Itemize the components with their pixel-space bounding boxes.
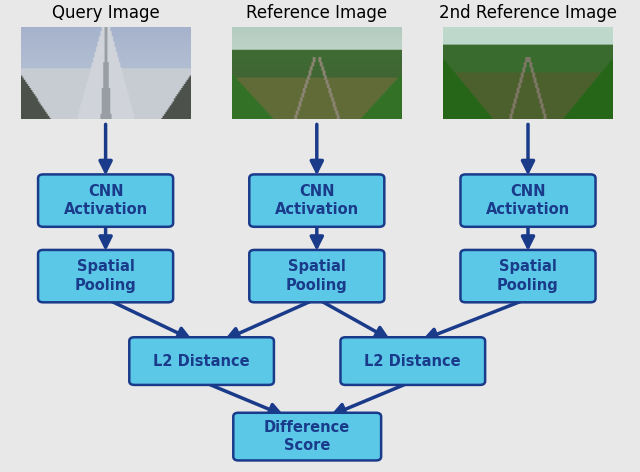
FancyBboxPatch shape bbox=[129, 337, 274, 385]
Text: CNN
Activation: CNN Activation bbox=[63, 184, 148, 218]
Text: Reference Image: Reference Image bbox=[246, 4, 387, 22]
Text: 2nd Reference Image: 2nd Reference Image bbox=[439, 4, 617, 22]
Text: Difference
Score: Difference Score bbox=[264, 420, 350, 454]
Text: L2 Distance: L2 Distance bbox=[365, 354, 461, 369]
FancyBboxPatch shape bbox=[249, 174, 385, 227]
Text: Query Image: Query Image bbox=[52, 4, 159, 22]
Text: CNN
Activation: CNN Activation bbox=[275, 184, 359, 218]
Text: Spatial
Pooling: Spatial Pooling bbox=[286, 259, 348, 293]
FancyBboxPatch shape bbox=[461, 250, 595, 303]
FancyBboxPatch shape bbox=[249, 250, 385, 303]
FancyBboxPatch shape bbox=[38, 250, 173, 303]
FancyBboxPatch shape bbox=[461, 174, 595, 227]
Text: CNN
Activation: CNN Activation bbox=[486, 184, 570, 218]
Text: L2 Distance: L2 Distance bbox=[154, 354, 250, 369]
Text: Spatial
Pooling: Spatial Pooling bbox=[75, 259, 136, 293]
FancyBboxPatch shape bbox=[234, 413, 381, 461]
Text: Spatial
Pooling: Spatial Pooling bbox=[497, 259, 559, 293]
FancyBboxPatch shape bbox=[340, 337, 485, 385]
FancyBboxPatch shape bbox=[38, 174, 173, 227]
